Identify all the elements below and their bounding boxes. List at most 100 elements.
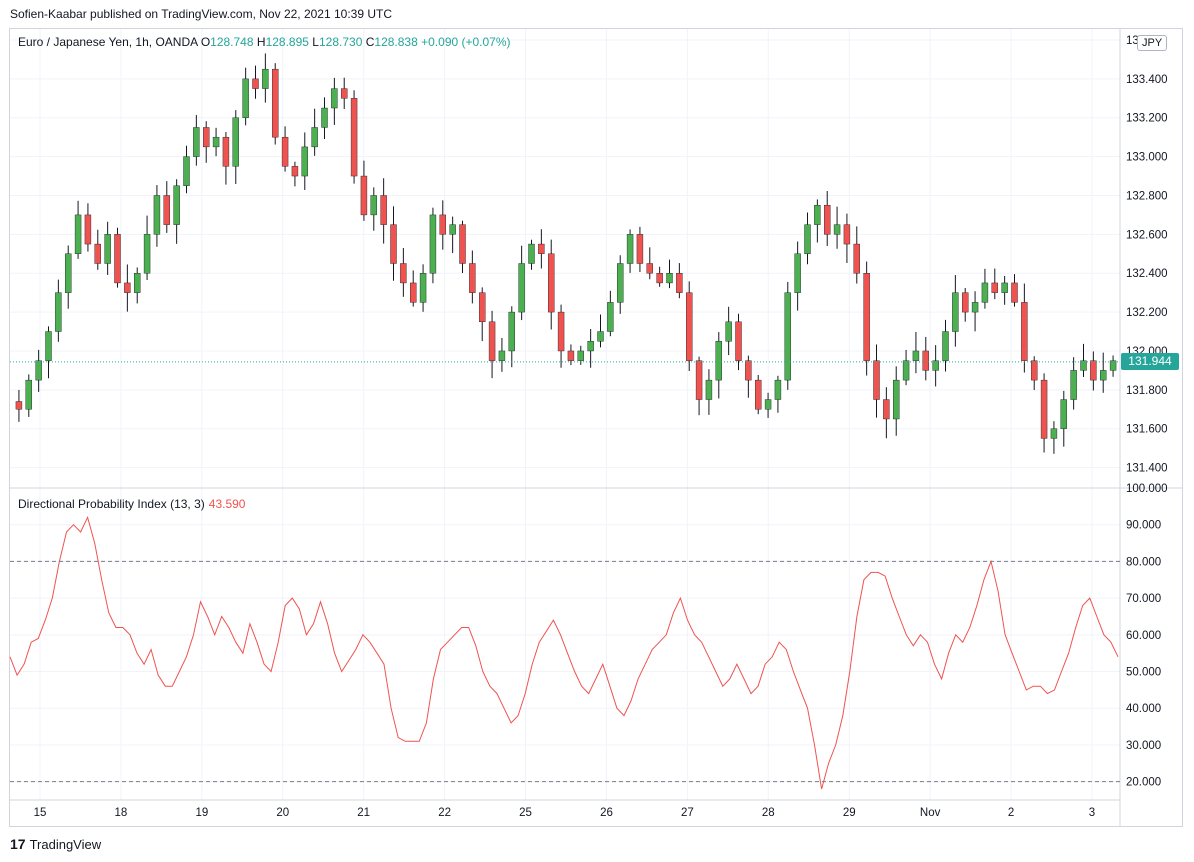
candle-body xyxy=(173,185,180,225)
candle-body xyxy=(695,360,703,400)
close-label: C xyxy=(365,35,375,49)
candle-body xyxy=(883,399,890,420)
x-tick-label: 21 xyxy=(357,807,370,819)
candle-body xyxy=(646,263,653,274)
y-tick-label: 133.000 xyxy=(1126,152,1168,164)
candle-body xyxy=(893,379,900,420)
low-value: 128.730 xyxy=(318,35,363,49)
candle-body xyxy=(617,263,624,303)
candle-body xyxy=(25,379,32,410)
candle-body xyxy=(587,341,594,352)
candle-body xyxy=(193,127,200,157)
candle-body xyxy=(212,136,220,148)
candle-body xyxy=(15,401,23,410)
candle-body xyxy=(843,224,851,245)
candle-body xyxy=(459,224,466,264)
candle-body xyxy=(469,263,476,293)
x-tick-label: 22 xyxy=(438,807,451,819)
x-tick-label: 28 xyxy=(762,807,775,819)
candle-body xyxy=(84,214,92,245)
candle-body xyxy=(203,127,210,148)
candle-body xyxy=(291,166,299,177)
candle-body xyxy=(262,68,269,89)
candle-body xyxy=(272,68,279,138)
open-value: 128.748 xyxy=(210,35,254,49)
candle-body xyxy=(725,321,732,342)
candle-body xyxy=(962,292,969,313)
candle-body xyxy=(626,234,634,264)
candle-body xyxy=(104,234,111,264)
indicator-y-tick-label: 70.000 xyxy=(1126,593,1161,605)
y-tick-label: 133.200 xyxy=(1126,113,1168,125)
candle-body xyxy=(380,195,387,225)
candle-body xyxy=(114,234,121,284)
candle-body xyxy=(1109,360,1117,371)
candle-body xyxy=(666,273,673,284)
candle-body xyxy=(341,88,348,99)
y-tick-label: 132.800 xyxy=(1126,190,1168,202)
candle-body xyxy=(538,243,545,254)
candle-body xyxy=(873,360,880,400)
y-tick-label: 131.400 xyxy=(1126,463,1168,475)
candle-body xyxy=(321,107,328,128)
candle-body xyxy=(449,224,456,235)
candle-body xyxy=(518,263,525,313)
x-tick-label: 19 xyxy=(195,807,208,819)
candle-body xyxy=(65,253,72,293)
change-value: +0.090 (+0.07%) xyxy=(421,35,511,49)
candle-body xyxy=(390,224,397,264)
candle-body xyxy=(1021,302,1028,361)
candle-body xyxy=(735,321,742,361)
indicator-y-tick-label: 20.000 xyxy=(1126,777,1161,789)
candle-body xyxy=(971,302,979,313)
candle-body xyxy=(1070,370,1077,400)
candle-body xyxy=(577,350,584,361)
footer-brand[interactable]: 17 TradingView xyxy=(10,836,101,852)
candle-body xyxy=(153,195,161,235)
candle-body xyxy=(902,360,910,381)
candle-body xyxy=(410,282,417,303)
candle-body xyxy=(784,292,791,381)
candle-body xyxy=(863,273,870,361)
candle-body xyxy=(952,292,959,332)
candle-body xyxy=(350,98,358,177)
y-tick-label: 132.200 xyxy=(1126,307,1168,319)
indicator-name[interactable]: Directional Probability Index (13, 3) xyxy=(18,497,205,511)
candle-body xyxy=(439,214,446,235)
last-price-badge: 131.944 xyxy=(1121,352,1179,370)
candle-body xyxy=(163,195,170,225)
candle-body xyxy=(124,282,131,293)
published-line: Sofien-Kaabar published on TradingView.c… xyxy=(10,7,393,21)
candle-body xyxy=(429,214,437,274)
candle-body xyxy=(705,379,713,400)
candle-body xyxy=(1090,360,1097,381)
candle-body xyxy=(636,234,644,264)
candle-body xyxy=(1011,282,1018,303)
x-tick-label: 3 xyxy=(1089,807,1095,819)
high-label: H xyxy=(256,35,266,49)
candle-body xyxy=(676,273,683,293)
candle-body xyxy=(853,243,860,274)
indicator-y-tick-label: 60.000 xyxy=(1126,630,1161,642)
candle-body xyxy=(311,127,318,148)
candle-body xyxy=(1100,370,1107,381)
candle-body xyxy=(331,88,338,109)
candle-body xyxy=(45,331,52,361)
x-tick-label: 18 xyxy=(115,807,128,819)
symbol-label[interactable]: Euro / Japanese Yen, 1h, OANDA xyxy=(18,35,198,49)
candle-body xyxy=(686,292,693,361)
candle-body xyxy=(1050,428,1058,439)
currency-badge[interactable]: JPY xyxy=(1137,35,1168,51)
candle-body xyxy=(74,214,82,254)
x-tick-label: 27 xyxy=(681,807,694,819)
candle-body xyxy=(824,204,831,235)
candle-body xyxy=(55,292,62,332)
chart-frame xyxy=(9,28,1183,827)
candle-body xyxy=(488,321,496,361)
axes: 1518192021222526272829Nov23133.600133.40… xyxy=(10,29,1183,826)
indicator-y-tick-label: 100.000 xyxy=(1126,483,1168,495)
candle-body xyxy=(557,311,565,352)
candle-body xyxy=(400,263,407,284)
x-tick-label: 26 xyxy=(600,807,613,819)
